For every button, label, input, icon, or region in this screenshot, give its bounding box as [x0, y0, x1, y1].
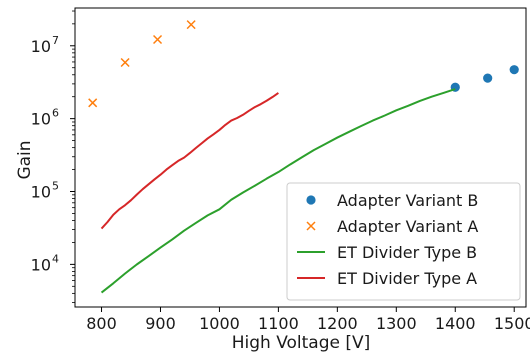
y-tick-exponent: 4: [52, 252, 59, 265]
y-axis-label: Gain: [15, 140, 35, 179]
plot-area: [88, 20, 519, 294]
data-point-adapter-variant-a: [120, 57, 130, 68]
x-tick-label: 1200: [317, 314, 358, 333]
x-tick-label: 900: [145, 314, 176, 333]
x-axis-label: High Voltage [V]: [232, 333, 371, 353]
legend-handle-adapter-variant-a: [306, 221, 316, 231]
y-tick-exponent: 6: [52, 107, 59, 120]
series-line-et-divider-type-b: [100, 88, 456, 294]
legend-handle-adapter-variant-b: [306, 195, 316, 205]
legend-label: Adapter Variant B: [337, 191, 478, 210]
x-tick-label: 1400: [435, 314, 476, 333]
legend: Adapter Variant B Adapter Variant A ET Div…: [286, 182, 521, 301]
x-tick-label: 1500: [494, 314, 530, 333]
data-point-adapter-variant-a: [88, 98, 98, 108]
y-tick-label: 10: [31, 110, 51, 129]
x-tick-label: 1000: [199, 314, 240, 333]
x-tick-label: 1300: [376, 314, 417, 333]
data-point-adapter-variant-a: [153, 34, 163, 45]
data-point-adapter-variant-a: [186, 20, 196, 30]
y-tick-label: 10: [31, 255, 51, 274]
legend-label: ET Divider Type B: [337, 243, 477, 262]
data-point-adapter-variant-b: [509, 65, 519, 75]
x-tick-label: 1100: [258, 314, 299, 333]
legend-box: [286, 182, 521, 301]
legend-label: Adapter Variant A: [337, 217, 478, 236]
y-tick-exponent: 5: [52, 180, 59, 193]
axes-frame: [74, 7, 527, 308]
y-tick-exponent: 7: [52, 34, 59, 47]
y-tick-label: 10: [31, 183, 51, 202]
y-tick-label: 10: [31, 37, 51, 56]
x-tick-label: 800: [86, 314, 117, 333]
legend-label: ET Divider Type A: [337, 269, 477, 288]
data-point-adapter-variant-b: [483, 73, 493, 83]
series-line-et-divider-type-a: [100, 92, 279, 230]
